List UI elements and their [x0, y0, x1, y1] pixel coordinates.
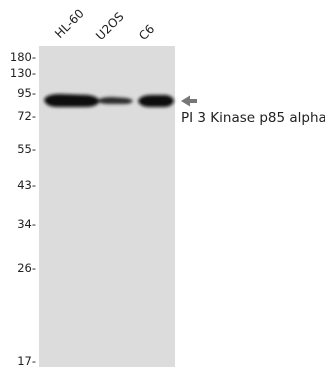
band-c6 [138, 95, 174, 107]
mw-marker-130: 130- [9, 66, 36, 80]
band-u2os [97, 97, 133, 104]
mw-marker-180: 180- [9, 50, 36, 64]
arrow-left-icon [181, 95, 197, 107]
mw-marker-72: 72- [17, 109, 36, 123]
mw-marker-55: 55- [17, 142, 36, 156]
mw-marker-34: 34- [17, 217, 36, 231]
mw-marker-95: 95- [17, 86, 36, 100]
target-protein-label: PI 3 Kinase p85 alpha [181, 110, 325, 126]
mw-marker-17: 17- [17, 354, 36, 368]
mw-marker-26: 26- [17, 261, 36, 275]
band-hl60 [44, 94, 100, 107]
mw-marker-43: 43- [17, 178, 36, 192]
